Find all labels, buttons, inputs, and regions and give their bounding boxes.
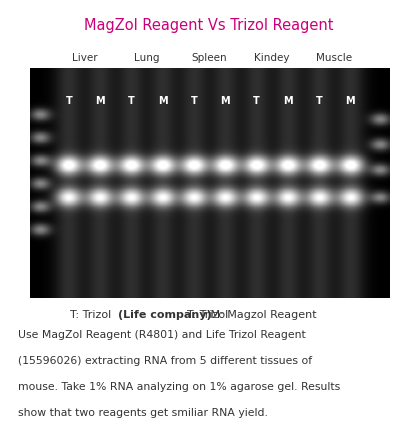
Text: mouse. Take 1% RNA analyzing on 1% agarose gel. Results: mouse. Take 1% RNA analyzing on 1% agaro…	[18, 382, 340, 392]
Text: Liver: Liver	[72, 53, 97, 63]
Text: T: T	[316, 96, 322, 105]
Text: M: M	[220, 96, 230, 105]
Text: Muscle: Muscle	[316, 53, 352, 63]
Text: (15596026) extracting RNA from 5 different tissues of: (15596026) extracting RNA from 5 differe…	[18, 356, 312, 366]
Text: M: M	[345, 96, 355, 105]
Text: T: T	[66, 96, 72, 105]
Text: T: T	[128, 96, 135, 105]
Text: Lung: Lung	[134, 53, 160, 63]
Text: Kindey: Kindey	[254, 53, 290, 63]
Text: T: T	[191, 96, 197, 105]
Text: M: M	[158, 96, 168, 105]
Text: MagZol Reagent Vs Trizol Reagent: MagZol Reagent Vs Trizol Reagent	[84, 18, 334, 33]
Text: M: M	[96, 96, 105, 105]
Text: Use MagZol Reagent (R4801) and Life Trizol Reagent: Use MagZol Reagent (R4801) and Life Triz…	[18, 330, 306, 340]
Text: M: Magzol Reagent: M: Magzol Reagent	[200, 310, 317, 320]
Text: M: M	[283, 96, 292, 105]
Text: Spleen: Spleen	[191, 53, 228, 63]
Text: show that two reagents get smiliar RNA yield.: show that two reagents get smiliar RNA y…	[18, 408, 268, 418]
Text: T: T	[253, 96, 260, 105]
Text: T: Trizol: T: Trizol	[70, 310, 115, 320]
Text: (Life company): (Life company)	[118, 310, 212, 320]
Text: T: Trizol: T: Trizol	[186, 310, 231, 320]
